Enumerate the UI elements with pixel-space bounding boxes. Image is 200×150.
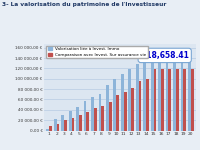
Bar [121, 74, 124, 130]
Bar [109, 102, 112, 130]
Bar [146, 79, 149, 130]
Bar [106, 85, 109, 130]
Bar [176, 69, 179, 130]
Bar [136, 64, 139, 130]
Bar [128, 69, 131, 130]
Bar [116, 95, 119, 130]
Legend: Valorisation liée à Invest. Immo, Comparaison avec Invest. Sur assurance vie: Valorisation liée à Invest. Immo, Compar… [46, 46, 148, 58]
Bar [151, 52, 154, 130]
Bar [99, 94, 101, 130]
Bar [113, 79, 116, 130]
Bar [161, 69, 164, 130]
Bar [84, 101, 86, 130]
Bar [143, 54, 146, 130]
Bar [76, 107, 79, 130]
Text: 118,658.41: 118,658.41 [141, 51, 189, 60]
Bar [64, 120, 67, 130]
Bar [183, 69, 186, 130]
Bar [86, 112, 89, 130]
Bar [91, 97, 94, 130]
Bar [154, 69, 156, 130]
Bar [139, 81, 141, 130]
Bar [79, 115, 82, 130]
Bar [158, 54, 161, 130]
Bar [101, 106, 104, 130]
Bar [131, 87, 134, 130]
Bar [57, 124, 59, 130]
Bar [49, 126, 52, 130]
Bar [173, 56, 176, 130]
Bar [124, 92, 127, 130]
Bar [166, 55, 168, 130]
Bar [69, 111, 72, 130]
Bar [188, 57, 191, 130]
Bar [72, 118, 74, 130]
Bar [54, 119, 57, 130]
Bar [61, 115, 64, 130]
Bar [191, 69, 194, 130]
Bar [168, 69, 171, 130]
Bar [46, 129, 49, 130]
Bar [181, 57, 183, 130]
Bar [94, 108, 97, 130]
Text: 3- La valorisation du patrimoine de l'Investisseur: 3- La valorisation du patrimoine de l'In… [2, 2, 166, 7]
